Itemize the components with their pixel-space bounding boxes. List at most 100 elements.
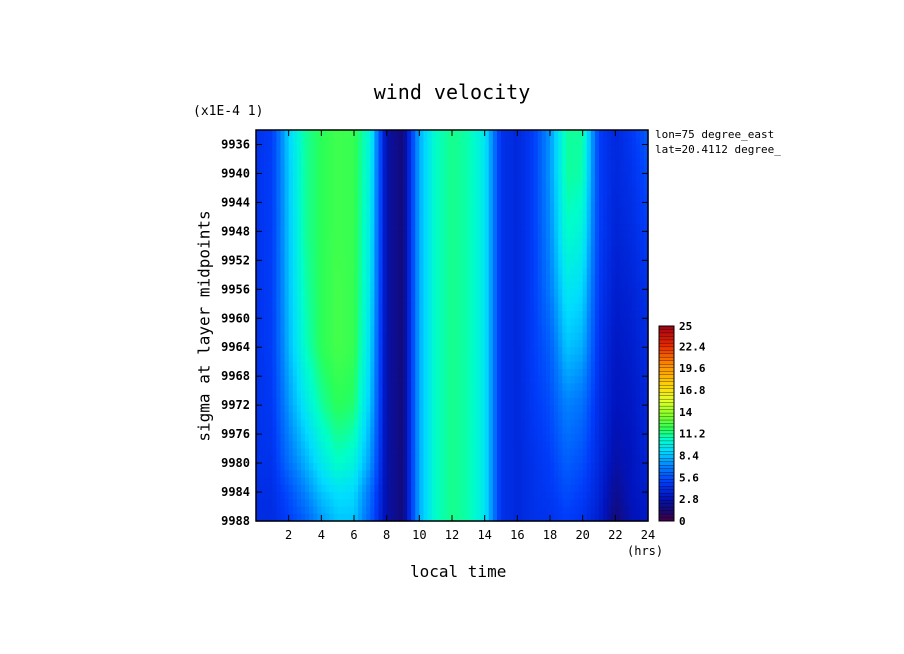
heatmap-cell (443, 245, 449, 254)
heatmap-cell (517, 303, 523, 312)
heatmap-cell (529, 441, 535, 450)
heatmap-cell (631, 202, 637, 211)
heatmap-cell (631, 166, 637, 175)
heatmap-cell (599, 426, 604, 435)
heatmap-cell (256, 158, 261, 167)
heatmap-cell (447, 253, 453, 261)
heatmap-cell (317, 260, 322, 269)
heatmap-cell (272, 274, 278, 283)
heatmap-cell (594, 383, 600, 392)
heatmap-cell (492, 253, 498, 261)
heatmap-cell (594, 492, 600, 500)
heatmap-cell (611, 470, 616, 479)
heatmap-cell (337, 376, 343, 385)
heatmap-cell (313, 383, 318, 392)
heatmap-cell (321, 434, 327, 442)
heatmap-cell (488, 238, 494, 247)
heatmap-cell (337, 253, 343, 261)
heatmap-cell (427, 426, 433, 435)
heatmap-cell (378, 484, 384, 493)
heatmap-cell (501, 347, 506, 356)
heatmap-cell (268, 368, 273, 377)
heatmap-cell (394, 224, 400, 232)
heatmap-cell (341, 463, 347, 471)
heatmap-cell (468, 224, 474, 232)
heatmap-cell (460, 267, 465, 276)
heatmap-cell (603, 318, 608, 327)
heatmap-cell (529, 332, 535, 341)
heatmap-cell (337, 492, 343, 500)
heatmap-cell (427, 253, 433, 261)
heatmap-cell (611, 368, 616, 377)
heatmap-cell (354, 253, 359, 261)
heatmap-cell (566, 397, 572, 406)
heatmap-cell (537, 448, 543, 457)
heatmap-cell (415, 245, 420, 254)
heatmap-cell (472, 397, 478, 406)
heatmap-cell (378, 202, 384, 211)
heatmap-cell (594, 209, 600, 218)
heatmap-cell (305, 130, 310, 138)
heatmap-cell (256, 144, 261, 153)
heatmap-cell (525, 499, 531, 508)
heatmap-cell (284, 390, 290, 399)
heatmap-cell (423, 158, 429, 167)
heatmap-cell (305, 231, 310, 240)
heatmap-cell (305, 318, 310, 327)
heatmap-cell (329, 224, 335, 232)
heatmap-cell (288, 412, 294, 421)
heatmap-cell (541, 144, 547, 153)
heatmap-cell (415, 180, 420, 189)
heatmap-cell (407, 448, 412, 457)
heatmap-cell (321, 303, 327, 312)
heatmap-cell (341, 383, 347, 392)
heatmap-cell (276, 419, 282, 428)
heatmap-cell (521, 470, 527, 479)
heatmap-cell (362, 412, 367, 421)
heatmap-cell (341, 499, 347, 508)
heatmap-cell (321, 166, 327, 175)
heatmap-cell (325, 347, 331, 356)
heatmap-cell (472, 303, 478, 312)
heatmap-cell (529, 180, 535, 189)
heatmap-cell (635, 253, 641, 261)
heatmap-cell (288, 209, 294, 218)
heatmap-cell (521, 180, 527, 189)
heatmap-cell (452, 492, 457, 500)
heatmap-cell (313, 368, 318, 377)
heatmap-cell (554, 390, 559, 399)
heatmap-cell (578, 361, 584, 370)
heatmap-cell (476, 209, 482, 218)
heatmap-cell (586, 151, 592, 160)
heatmap-cell (484, 354, 490, 363)
heatmap-cell (607, 441, 612, 450)
heatmap-cell (517, 361, 523, 370)
heatmap-cell (394, 405, 400, 413)
heatmap-cell (447, 289, 453, 298)
heatmap-cell (317, 151, 322, 160)
heatmap-cell (484, 216, 490, 225)
heatmap-cell (362, 484, 367, 493)
heatmap-cell (615, 368, 621, 377)
heatmap-cell (607, 195, 612, 204)
heatmap-cell (472, 368, 478, 377)
heatmap-cell (594, 419, 600, 428)
heatmap-cell (468, 434, 474, 442)
heatmap-cells (256, 130, 649, 522)
heatmap-cell (554, 441, 559, 450)
heatmap-cell (272, 130, 278, 138)
heatmap-cell (619, 311, 625, 319)
heatmap-cell (607, 499, 612, 508)
heatmap-cell (492, 405, 498, 413)
heatmap-cell (349, 202, 355, 211)
heatmap-cell (309, 484, 314, 493)
heatmap-cell (533, 477, 539, 486)
heatmap-cell (492, 332, 498, 341)
heatmap-cell (472, 195, 478, 204)
heatmap-cell (403, 383, 408, 392)
heatmap-cell (354, 354, 359, 363)
heatmap-cell (280, 463, 286, 471)
heatmap-cell (533, 419, 539, 428)
heatmap-cell (562, 434, 567, 442)
heatmap-cell (492, 267, 498, 276)
